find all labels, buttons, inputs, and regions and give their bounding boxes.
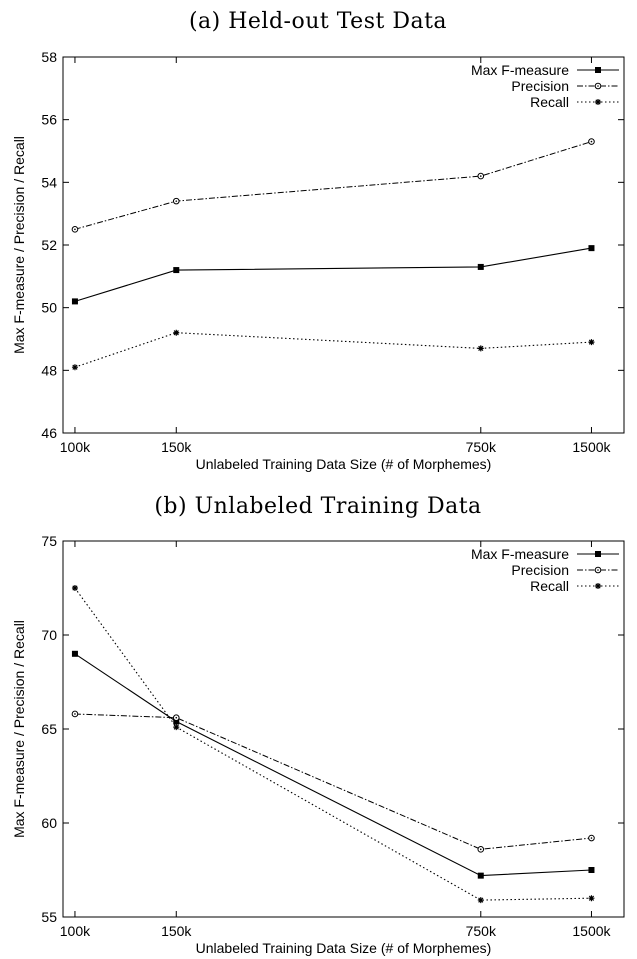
panel-a-series-precision-point-100k-marker-center <box>74 228 76 231</box>
panel-a-plot-frame <box>62 56 625 434</box>
panel-a-series-max-f-measure-point-1500k-marker-square <box>588 245 595 252</box>
panel-b-legend-label: Precision <box>511 562 569 578</box>
panel-a-series-precision-point-1500k-marker-center <box>590 140 593 143</box>
panel-a-series-precision-point-150k-marker-center <box>175 200 178 202</box>
panel-b-xtick-label: 150k <box>161 923 192 939</box>
panel-a-xtick-label: 1500k <box>572 439 611 455</box>
panel-b-legend-label: Max F-measure <box>471 546 569 562</box>
panel-a-series-precision-point-750k-marker-center <box>479 175 482 177</box>
panel-a-ytick-label: 52 <box>41 237 57 253</box>
panel-b-series-recall-point-150k-marker-asterisk <box>173 724 180 731</box>
panel-a-series-max-f-measure-line <box>74 247 592 302</box>
panel-a-y-axis-label: Max F-measure / Precision / Recall <box>11 136 27 354</box>
panel-b-xtick-label: 1500k <box>572 923 611 939</box>
panel-a-legend-marker-center <box>597 85 599 87</box>
panel-b-ytick-label: 75 <box>41 533 57 549</box>
panel-a-series-max-f-measure-point-750k-marker-square <box>477 263 484 270</box>
panel-b-series-precision <box>71 710 595 853</box>
panel-b-series-recall <box>71 585 595 904</box>
panel-a-legend-label: Max F-measure <box>471 62 569 78</box>
panel-b-xtick-label: 100k <box>60 923 91 939</box>
panel-a-ytick-label: 58 <box>41 49 57 65</box>
panel-a-ytick-label: 48 <box>41 362 57 378</box>
panel-a-legend-marker-asterisk <box>595 99 601 105</box>
panel-b-caption: (b) Unlabeled Training Data <box>154 494 481 519</box>
panel-a-xtick-label: 100k <box>60 439 91 455</box>
panel-a-ytick-label: 54 <box>41 174 57 190</box>
panel-a-series-max-f-measure <box>71 245 595 305</box>
panel-b-series-max-f-measure-point-1500k-marker-square <box>588 867 595 873</box>
panel-a-series-max-f-measure-point-150k-marker-square <box>173 267 180 274</box>
panel-a-series-recall-point-750k-marker-asterisk <box>477 345 484 352</box>
panel-a: (a) Held-out Test Data 46 48 50 52 54 56 58 100k… <box>11 9 625 472</box>
panel-b-series-max-f-measure-line <box>74 653 592 877</box>
panel-a-ytick-label: 46 <box>41 425 57 441</box>
panel-b-series-recall-point-1500k-marker-asterisk <box>588 895 595 902</box>
panel-b-series-max-f-measure <box>71 650 595 879</box>
panel-b-ytick-label: 65 <box>41 721 57 737</box>
panel-a-ytick-label: 50 <box>41 300 57 316</box>
panel-a-series-precision-line <box>74 141 592 230</box>
panel-b-series-precision-point-750k-marker-center <box>479 848 482 851</box>
panel-a-series-recall-point-100k-marker-asterisk <box>71 364 78 371</box>
panel-a-caption: (a) Held-out Test Data <box>189 9 447 34</box>
panel-b-y-axis-label: Max F-measure / Precision / Recall <box>11 620 27 838</box>
panel-a-series-recall-point-1500k-marker-asterisk <box>588 339 595 346</box>
panel-a-legend-marker-square <box>595 67 601 73</box>
panel-b-legend-marker-square <box>595 551 601 557</box>
panel-b-ytick-label: 60 <box>41 815 57 831</box>
panel-b-plot-frame <box>62 540 625 918</box>
panel-b-series-precision-line <box>74 713 592 850</box>
panel-b-legend-marker-center <box>597 569 599 571</box>
panel-b-ytick-label: 70 <box>41 627 57 643</box>
panel-a-series-recall-point-150k-marker-asterisk <box>173 329 180 336</box>
panel-a-legend-label: Precision <box>511 78 569 94</box>
panel-b-xtick-label: 750k <box>466 923 497 939</box>
panel-a-ytick-label: 56 <box>41 112 57 128</box>
panel-b-ytick-label: 55 <box>41 909 57 925</box>
panel-a-series-recall-line <box>74 332 592 368</box>
panel-a-series-max-f-measure-point-100k-marker-square <box>71 298 78 305</box>
panel-b-series-max-f-measure-point-100k-marker-square <box>71 650 78 657</box>
panel-b-series-max-f-measure-point-150k-marker-square <box>173 718 180 725</box>
panel-a-series-precision <box>71 138 595 233</box>
panel-b-series-recall-line <box>74 587 592 901</box>
panel-a-x-axis-label: Unlabeled Training Data Size (# of Morph… <box>196 456 492 472</box>
panel-a-xtick-label: 150k <box>161 439 192 455</box>
panel-a-legend-label: Recall <box>530 94 569 110</box>
panel-b-series-recall-point-100k-marker-asterisk <box>71 585 78 591</box>
panel-b: (b) Unlabeled Training Data 55 60 65 70 75 100… <box>11 494 625 956</box>
panel-b-series-precision-point-1500k-marker-center <box>590 837 593 839</box>
panel-b-series-max-f-measure-point-750k-marker-square <box>477 872 484 879</box>
panel-b-series-recall-point-750k-marker-asterisk <box>477 897 484 904</box>
panel-a-xtick-label: 750k <box>466 439 497 455</box>
panel-b-x-axis-label: Unlabeled Training Data Size (# of Morph… <box>196 940 492 956</box>
panel-b-legend-marker-asterisk <box>595 583 601 589</box>
panel-b-legend-label: Recall <box>530 578 569 594</box>
panel-b-series-precision-point-100k-marker-center <box>74 713 76 715</box>
panel-b-series-precision-point-150k-marker-center <box>175 716 178 719</box>
panel-a-series-recall <box>71 329 595 371</box>
